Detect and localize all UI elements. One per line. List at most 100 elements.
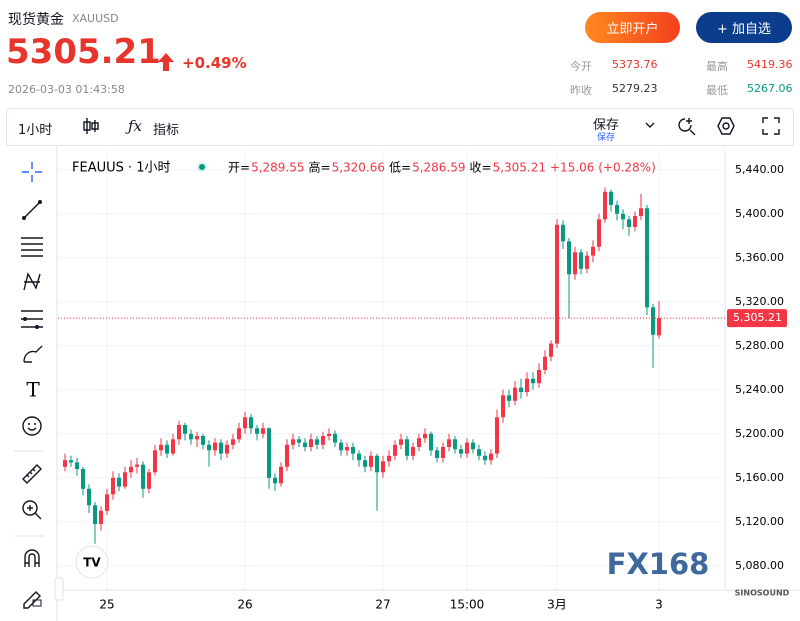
- candle-body: [225, 444, 229, 454]
- x-tick-label: 15:00: [450, 598, 485, 612]
- candle-body: [561, 224, 565, 242]
- candle-body: [453, 439, 457, 450]
- candle-body: [201, 436, 205, 445]
- fib-tool[interactable]: [21, 237, 43, 257]
- up-arrow: [158, 53, 174, 71]
- candle-body: [399, 439, 403, 445]
- candle-body: [579, 252, 583, 269]
- candle-body: [99, 510, 103, 524]
- chevron[interactable]: [644, 120, 656, 130]
- candle-body: [597, 219, 601, 247]
- candle-body: [549, 343, 553, 357]
- watchlist-button[interactable]: + 加自选: [696, 12, 792, 43]
- stat-value: 5373.76: [612, 58, 658, 71]
- legend-label: 收=: [470, 161, 492, 175]
- asset-name: 现货黄金: [8, 12, 64, 28]
- candle-body: [123, 472, 127, 487]
- stat-label: 最低: [706, 84, 728, 97]
- candle-body: [387, 455, 391, 462]
- crosshair-tool[interactable]: [22, 162, 42, 182]
- candle-body: [489, 453, 493, 461]
- y-tick-label: 5,120.00: [735, 515, 784, 528]
- candle-body: [285, 444, 289, 467]
- candle-body: [639, 208, 643, 216]
- candle-body: [483, 455, 487, 461]
- indicators-button[interactable]: 指标: [153, 123, 180, 138]
- candle-body: [69, 460, 73, 463]
- save-button[interactable]: 保存: [593, 118, 620, 133]
- candle-body: [165, 444, 169, 454]
- save-status: 保存: [597, 133, 616, 143]
- tradingview-logo[interactable]: [75, 545, 109, 579]
- fx-icon[interactable]: ƒx: [128, 117, 143, 135]
- y-tick-label: 5,240.00: [735, 383, 784, 396]
- legend-value: 5,289.55: [251, 161, 304, 175]
- candle-body: [609, 191, 613, 205]
- candle-body: [495, 417, 499, 454]
- legend-value: 5,305.21: [493, 161, 546, 175]
- candle-body: [471, 442, 475, 450]
- candle-body: [627, 219, 631, 227]
- candle-body: [435, 450, 439, 458]
- candle-body: [633, 216, 637, 227]
- candle-body: [645, 208, 649, 308]
- chart-type-icon[interactable]: [82, 116, 100, 136]
- candle-body: [333, 433, 337, 443]
- candle-body: [567, 241, 571, 275]
- candle-body: [423, 433, 427, 439]
- candle-body: [591, 246, 595, 256]
- line-tool[interactable]: [22, 200, 42, 220]
- open-account-button[interactable]: 立即开户: [585, 12, 680, 43]
- watermark-sub: SINOSOUND: [735, 589, 790, 598]
- brush-tool[interactable]: [23, 345, 43, 363]
- price-change: +0.49%: [182, 54, 247, 72]
- prediction-tool[interactable]: [21, 310, 43, 329]
- candle-body: [243, 417, 247, 429]
- y-tick-label: 5,320.00: [735, 295, 784, 308]
- candle-body: [255, 428, 259, 434]
- candle-body: [117, 477, 121, 487]
- candle-body: [213, 442, 217, 451]
- candle-body: [189, 433, 193, 440]
- stat-value: 5279.23: [612, 82, 658, 95]
- candle-body: [237, 428, 241, 440]
- emoji-tool[interactable]: [22, 416, 42, 436]
- zoom-tool[interactable]: [22, 500, 42, 520]
- candle-body: [129, 466, 133, 473]
- pattern-tool[interactable]: [23, 272, 41, 291]
- settings-icon[interactable]: [716, 116, 736, 136]
- y-tick-label: 5,280.00: [735, 339, 784, 352]
- candle-body: [249, 417, 253, 429]
- candle-body: [177, 425, 181, 440]
- fullscreen-icon[interactable]: [762, 117, 780, 135]
- candle-body: [573, 252, 577, 275]
- alert-icon[interactable]: [677, 116, 697, 136]
- candle-body: [321, 436, 325, 445]
- candle-body: [159, 444, 163, 451]
- candle-body: [153, 450, 157, 473]
- lock-draw-tool[interactable]: [23, 591, 42, 609]
- candle-body: [219, 442, 223, 454]
- legend-value: 5,320.66: [332, 161, 385, 175]
- last-price-box: [727, 309, 787, 328]
- candle-body: [459, 449, 463, 454]
- tradingview-mark: TV: [83, 556, 101, 570]
- legend-label: 开=: [228, 161, 250, 175]
- candle-body: [273, 477, 277, 484]
- candle-body: [519, 387, 523, 392]
- candle-body: [135, 464, 139, 467]
- stat-value: 5267.06: [747, 82, 793, 95]
- candle-body: [621, 213, 625, 220]
- candle-body: [447, 439, 451, 447]
- ruler-tool[interactable]: [22, 464, 42, 484]
- candle-body: [183, 425, 187, 434]
- drawing-toolbar: T: [14, 146, 58, 621]
- interval-button[interactable]: 1小时: [18, 123, 53, 138]
- candle-body: [531, 378, 535, 384]
- magnet-tool[interactable]: [24, 549, 40, 567]
- candle-body: [297, 439, 301, 443]
- legend-change: +15.06 (+0.28%): [550, 161, 656, 175]
- text-tool[interactable]: T: [26, 378, 40, 402]
